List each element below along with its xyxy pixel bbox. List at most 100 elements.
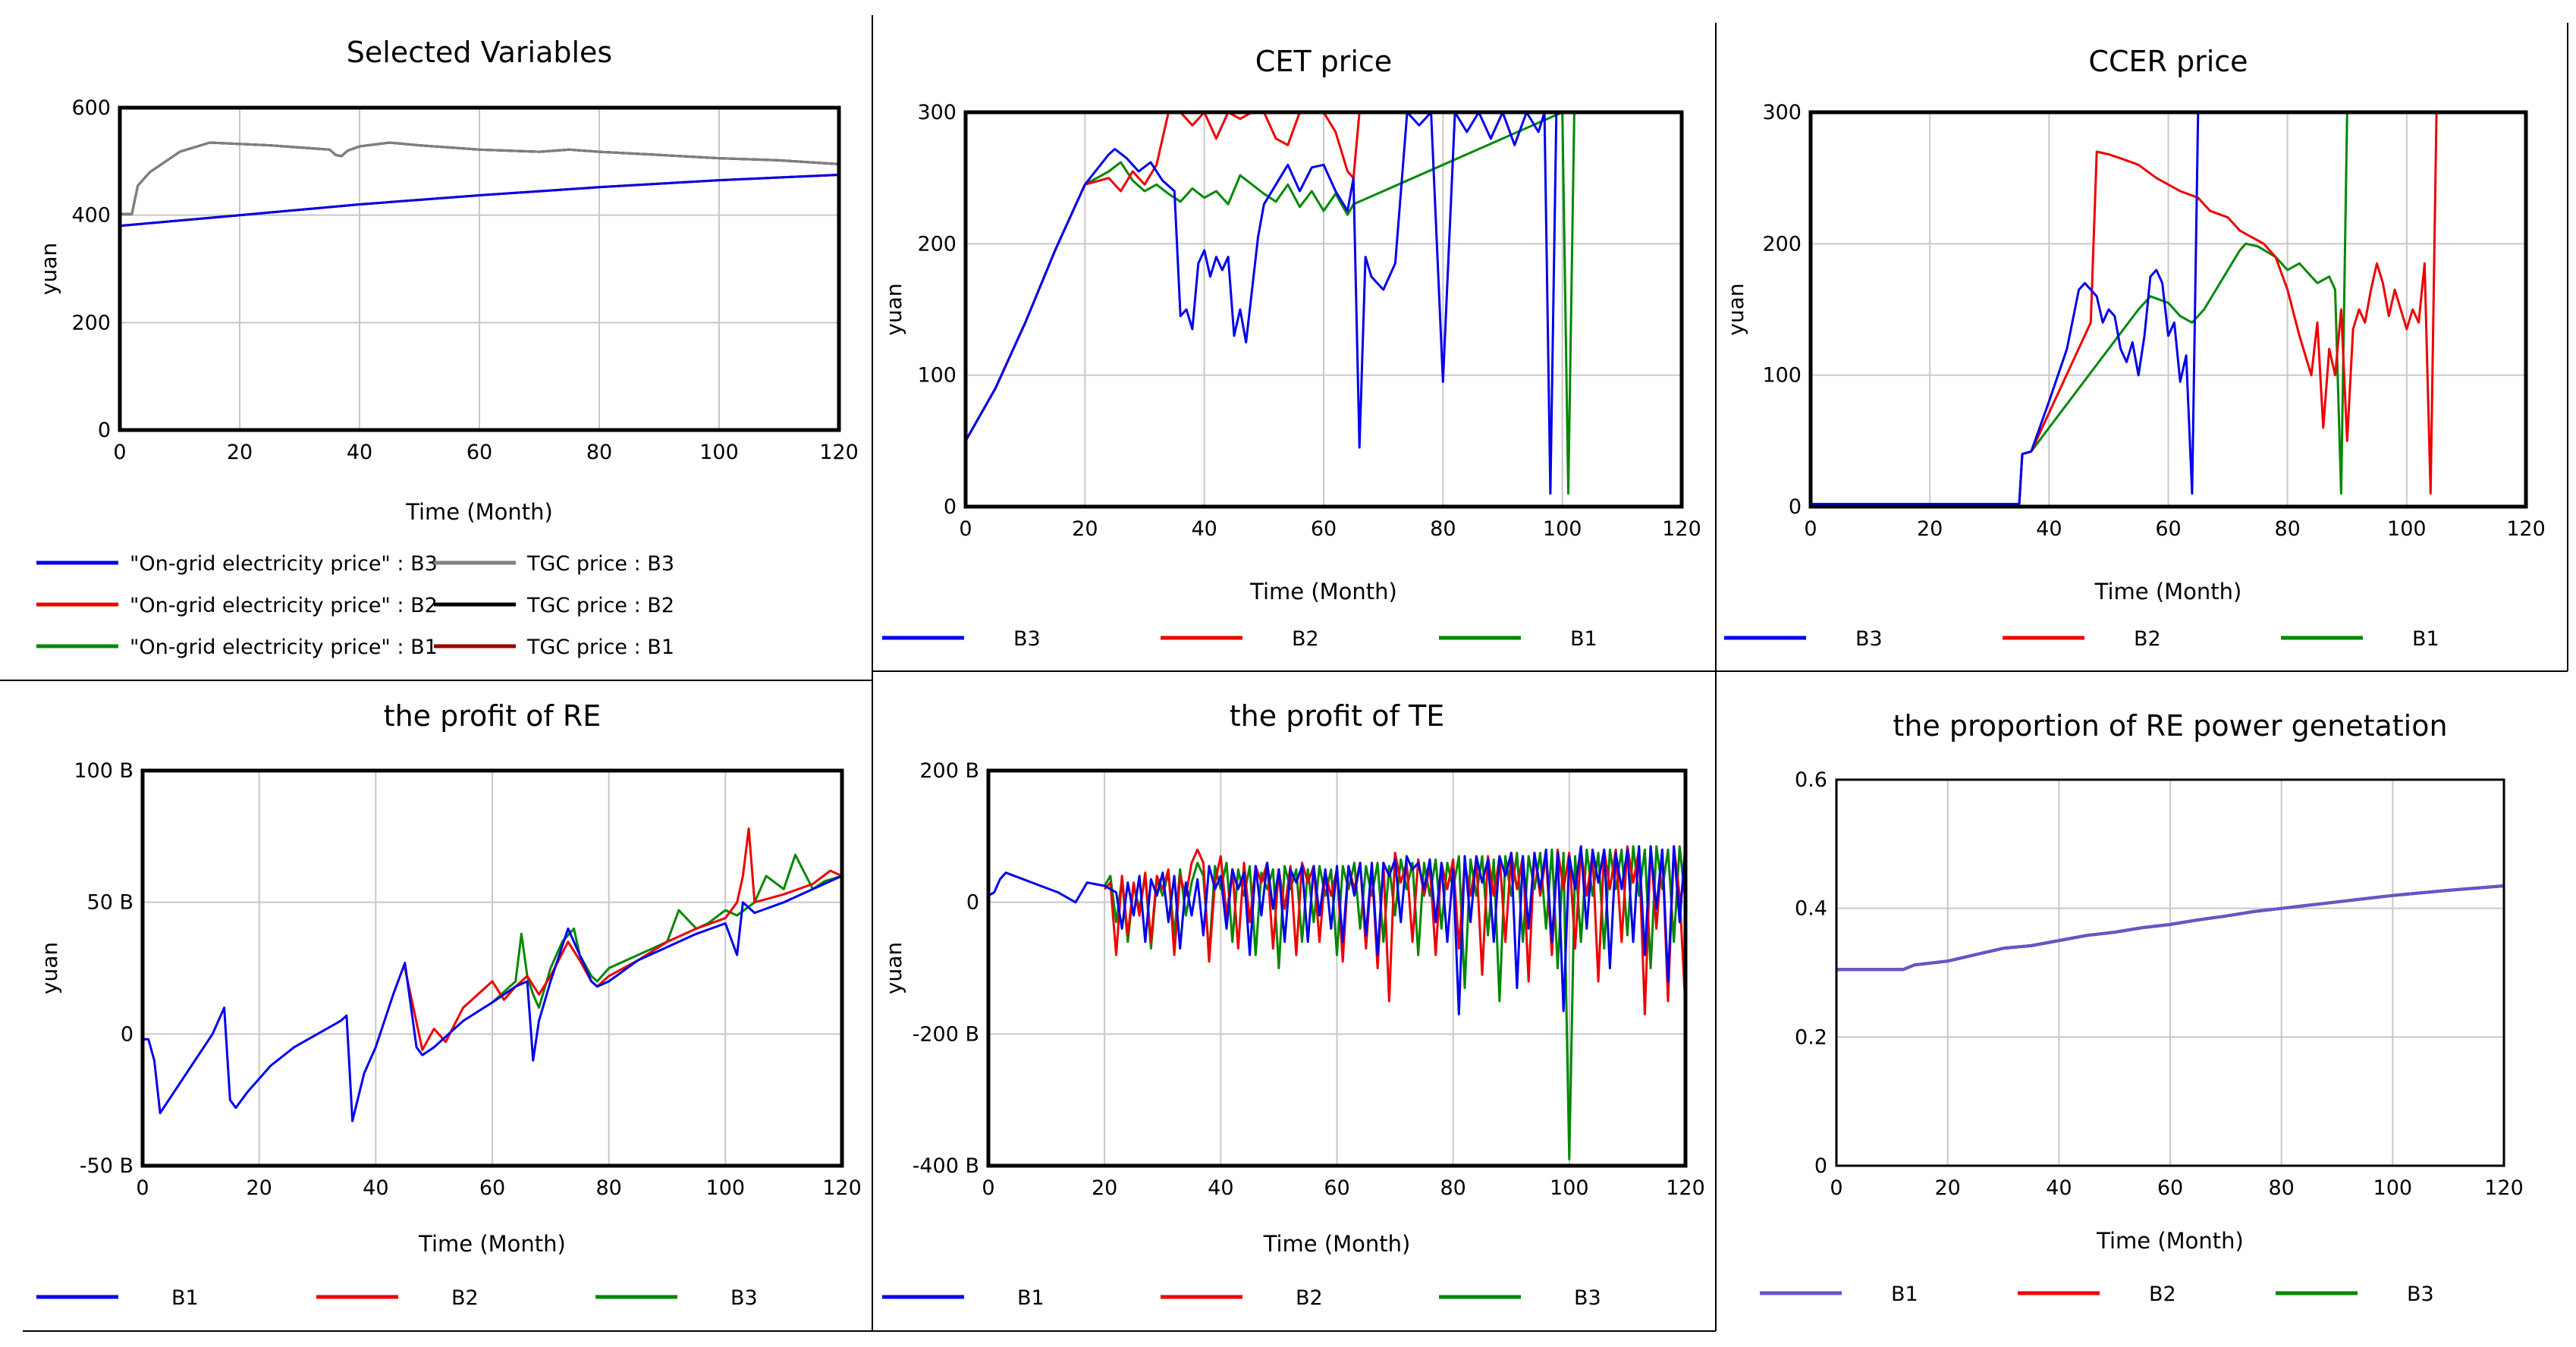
legend-label: TGC price : B2	[526, 594, 674, 617]
plot-frame	[118, 105, 841, 432]
y-tick-label: 400	[71, 204, 111, 228]
series-group	[120, 141, 839, 228]
x-tick-label: 40	[347, 441, 372, 464]
legend-label: B3	[1855, 627, 1883, 651]
series-group	[1811, 111, 2526, 505]
series-group	[143, 827, 842, 1122]
y-tick-label: -400 B	[913, 1154, 979, 1178]
chart-title: CCER price	[2088, 45, 2248, 78]
y-tick-label: 0	[121, 1022, 134, 1046]
x-axis-label: Time (Month)	[405, 499, 553, 525]
legend-label: B3	[1013, 627, 1041, 651]
x-tick-label: 80	[2274, 517, 2300, 541]
series-group	[1836, 884, 2504, 972]
y-tick-label: 50 B	[87, 891, 134, 915]
x-tick-label: 80	[1430, 517, 1456, 541]
chart-title: the proportion of RE power genetation	[1893, 709, 2447, 743]
series-line-1	[120, 141, 839, 215]
x-axis-label: Time (Month)	[418, 1231, 566, 1257]
x-axis-label: Time (Month)	[2096, 1228, 2244, 1254]
x-tick-label: 60	[2157, 1176, 2183, 1200]
y-tick-label: 0.2	[1795, 1025, 1827, 1049]
legend-label: "On-grid electricity price" : B3	[130, 552, 438, 576]
x-axis-label: Time (Month)	[1249, 579, 1397, 604]
x-tick-label: 120	[2506, 517, 2546, 541]
x-tick-label: 0	[136, 1176, 149, 1200]
x-axis-label: Time (Month)	[2094, 579, 2242, 604]
y-tick-label: 200	[917, 232, 957, 256]
y-tick-label: -200 B	[913, 1022, 979, 1046]
x-tick-label: 80	[1440, 1176, 1465, 1200]
y-tick-label: 200 B	[919, 759, 979, 783]
plot-frame	[963, 110, 1684, 509]
legend-label: B2	[1292, 627, 1319, 651]
y-tick-label: 0	[966, 891, 979, 915]
legend-label: B1	[1017, 1286, 1045, 1310]
legend-label: "On-grid electricity price" : B1	[130, 636, 438, 659]
y-tick-label: 200	[71, 311, 111, 334]
series-line-0	[966, 111, 1682, 495]
x-tick-label: 40	[1191, 517, 1217, 541]
x-tick-label: 60	[1311, 517, 1337, 541]
chart-panel-3: CCER price 0 20 40 60 80 100 120 0 100 200 300 Time …	[1723, 45, 2546, 651]
y-tick-label: 300	[1762, 101, 1802, 124]
chart-title: CET price	[1255, 45, 1392, 78]
y-axis-label: yuan	[36, 243, 61, 295]
x-axis-label: Time (Month)	[1263, 1231, 1411, 1257]
x-tick-label: 0	[113, 441, 126, 464]
x-tick-label: 80	[586, 441, 612, 464]
chart-panel-2: CET price 0 20 40 60 80 100 120 0 100 200 300 Time (…	[881, 45, 1701, 651]
series-line-2	[1103, 845, 1685, 1160]
x-tick-label: 120	[822, 1176, 862, 1200]
y-tick-label: 200	[1762, 232, 1802, 256]
x-tick-label: 80	[2268, 1176, 2294, 1200]
y-axis-label: yuan	[881, 942, 906, 994]
series-line-2	[966, 111, 1682, 495]
chart-panel-6: the proportion of RE power genetation 0 20…	[1760, 709, 2524, 1306]
legend-label: B3	[1574, 1286, 1601, 1310]
legend-label: B1	[2412, 627, 2439, 651]
x-tick-label: 80	[595, 1176, 621, 1200]
x-tick-label: 0	[959, 517, 972, 541]
y-axis-label: yuan	[1723, 283, 1748, 335]
y-tick-label: 300	[917, 101, 957, 124]
x-tick-label: 40	[363, 1176, 388, 1200]
series-line-0	[1811, 111, 2526, 505]
x-tick-label: 40	[1208, 1176, 1233, 1200]
chart-title: the profit of RE	[384, 699, 602, 733]
chart-title: the profit of TE	[1230, 699, 1444, 733]
chart-panel-5: the profit of TE 0 20 40 60 80 100 120 -400 B -20…	[881, 699, 1705, 1310]
x-tick-label: 120	[1666, 1176, 1705, 1200]
y-tick-label: 0	[1814, 1154, 1827, 1178]
y-tick-label: 0.4	[1795, 897, 1827, 921]
plot-frame	[986, 768, 1688, 1168]
x-tick-label: 0	[982, 1176, 994, 1200]
x-tick-label: 20	[246, 1176, 272, 1200]
x-tick-label: 20	[1934, 1176, 1960, 1200]
y-tick-label: 0	[98, 419, 111, 442]
y-tick-label: 0	[1789, 495, 1802, 519]
x-tick-label: 120	[819, 441, 859, 464]
legend-label: B2	[451, 1286, 479, 1310]
y-tick-label: 100 B	[74, 759, 134, 783]
legend-label: TGC price : B1	[526, 636, 674, 659]
y-tick-label: 600	[71, 96, 111, 120]
legend-label: B1	[171, 1286, 199, 1310]
series-line-0	[143, 874, 842, 1122]
plot-frame	[140, 768, 844, 1168]
legend-label: B2	[1296, 1286, 1323, 1310]
plot-frame	[1835, 778, 2505, 1167]
x-tick-label: 60	[467, 441, 492, 464]
series-line-2	[491, 853, 842, 1009]
legend-label: TGC price : B3	[526, 552, 674, 576]
legend-label: B2	[2134, 627, 2161, 651]
x-tick-label: 20	[227, 441, 253, 464]
x-tick-label: 100	[2373, 1176, 2413, 1200]
x-tick-label: 0	[1830, 1176, 1842, 1200]
plot-frame	[1808, 110, 2528, 509]
legend-label: B1	[1570, 627, 1597, 651]
x-tick-label: 60	[2155, 517, 2181, 541]
x-tick-label: 20	[1917, 517, 1943, 541]
series-line-2	[1811, 111, 2526, 505]
